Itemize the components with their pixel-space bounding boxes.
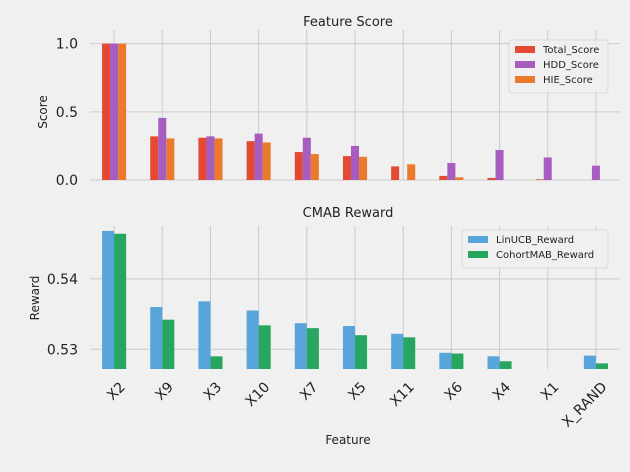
x-tick-label-x3: X3 bbox=[201, 379, 225, 403]
bar-cohortmab-reward-x11 bbox=[403, 337, 416, 369]
bar-hdd-score-x5 bbox=[350, 145, 360, 180]
bar-hie-score-x7 bbox=[310, 154, 319, 180]
x-tick-label-x5: X5 bbox=[345, 379, 369, 403]
feature-score-legend: Total_Score HDD_Score HIE_Score bbox=[508, 39, 609, 94]
bar-hdd-score-x4 bbox=[495, 150, 504, 180]
x-tick-label-x6: X6 bbox=[442, 379, 466, 403]
bar-linucb-reward-x2 bbox=[102, 230, 115, 369]
legend-label-hdd-score: HDD_Score bbox=[543, 60, 599, 71]
bar-linucb-reward-x-rand bbox=[583, 355, 596, 369]
bar-cohortmab-reward-x5 bbox=[355, 335, 368, 369]
bar-linucb-reward-x10 bbox=[246, 310, 259, 369]
bar-linucb-reward-x7 bbox=[294, 323, 307, 369]
bar-hdd-score-x9 bbox=[158, 117, 167, 180]
cmab-reward-legend: LinUCB_Reward CohortMAB_Reward bbox=[461, 229, 609, 269]
cmab-reward-chart: CMAB Reward 0.530.54 X2 X9 X3 X10 X7 X5 X11 X6 X… bbox=[28, 206, 620, 447]
cmab-reward-title: CMAB Reward bbox=[303, 206, 394, 221]
bar-hie-score-x10 bbox=[262, 142, 271, 180]
x-tick-label-x11: X11 bbox=[387, 379, 418, 410]
bar-total-score-x3 bbox=[198, 137, 207, 180]
cmab-reward-bars bbox=[102, 230, 608, 369]
legend-box bbox=[461, 229, 609, 269]
bar-hie-score-x6 bbox=[455, 177, 464, 180]
bar-cohortmab-reward-x4 bbox=[499, 361, 512, 369]
x-tick-label-x1: X1 bbox=[538, 379, 562, 403]
legend-swatch-hdd-score bbox=[515, 61, 535, 68]
bar-linucb-reward-x9 bbox=[150, 307, 163, 369]
y-tick-label: 0.53 bbox=[47, 342, 78, 358]
x-tick-label-x7: X7 bbox=[297, 379, 321, 403]
legend-label-hie-score: HIE_Score bbox=[543, 75, 593, 86]
bar-linucb-reward-x4 bbox=[487, 356, 500, 369]
feature-score-y-ticks: 0.0 0.5 1.0 bbox=[56, 37, 78, 189]
bar-hie-score-x9 bbox=[166, 138, 175, 180]
bar-hie-score-x3 bbox=[214, 138, 223, 180]
bar-cohortmab-reward-x3 bbox=[210, 356, 223, 369]
bar-hdd-score-x2 bbox=[110, 43, 119, 180]
bar-hdd-score-x6 bbox=[447, 162, 456, 180]
bar-total-score-x2 bbox=[102, 43, 111, 180]
bar-total-score-x1 bbox=[535, 179, 544, 180]
x-tick-label-x4: X4 bbox=[490, 379, 514, 403]
feature-score-bars bbox=[102, 43, 600, 180]
bar-linucb-reward-x6 bbox=[439, 352, 452, 369]
bar-hdd-score-x1 bbox=[543, 157, 552, 180]
x-tick-label-x2: X2 bbox=[104, 379, 128, 403]
legend-swatch-cohortmab-reward bbox=[468, 251, 488, 258]
bar-hdd-score-x10 bbox=[254, 133, 263, 180]
bar-cohortmab-reward-x7 bbox=[306, 328, 319, 369]
x-tick-label-x9: X9 bbox=[152, 379, 176, 403]
cmab-reward-y-label: Reward bbox=[28, 276, 42, 321]
bar-hie-score-x5 bbox=[359, 156, 368, 180]
cmab-reward-y-ticks: 0.53 0.54 bbox=[47, 272, 78, 358]
legend-label-cohortmab-reward: CohortMAB_Reward bbox=[496, 250, 594, 261]
bar-total-score-x6 bbox=[439, 175, 448, 180]
bar-cohortmab-reward-x-rand bbox=[595, 363, 608, 369]
bar-hdd-score-x3 bbox=[206, 136, 215, 180]
bar-hie-score-x2 bbox=[118, 43, 127, 180]
bar-cohortmab-reward-x2 bbox=[114, 233, 127, 369]
x-tick-label-x-rand: X_RAND bbox=[559, 379, 610, 430]
bar-total-score-x7 bbox=[294, 152, 303, 180]
y-tick-label: 0.54 bbox=[47, 272, 78, 288]
bar-total-score-x4 bbox=[487, 177, 496, 180]
cmab-reward-x-label: Feature bbox=[325, 433, 370, 447]
bar-linucb-reward-x11 bbox=[391, 333, 404, 369]
bar-hdd-score-x7 bbox=[302, 137, 311, 180]
feature-score-y-label: Score bbox=[36, 95, 50, 129]
y-tick-label: 0.5 bbox=[56, 105, 78, 121]
bar-total-score-x10 bbox=[246, 141, 255, 180]
y-tick-label: 1.0 bbox=[56, 37, 78, 53]
cmab-reward-x-ticks: X2 X9 X3 X10 X7 X5 X11 X6 X4 X1X_RAND bbox=[104, 379, 610, 430]
bar-linucb-reward-x3 bbox=[198, 301, 211, 369]
bar-total-score-x11 bbox=[391, 166, 400, 180]
legend-swatch-hie-score bbox=[515, 76, 535, 83]
legend-swatch-linucb-reward bbox=[468, 236, 488, 243]
legend-label-linucb-reward: LinUCB_Reward bbox=[496, 235, 574, 246]
feature-score-chart: Feature Score 0.0 0.5 1.0 Score Total_Scor… bbox=[36, 15, 620, 189]
bar-total-score-x9 bbox=[150, 136, 159, 180]
bar-cohortmab-reward-x9 bbox=[162, 319, 175, 369]
legend-swatch-total-score bbox=[515, 46, 535, 53]
feature-score-title: Feature Score bbox=[303, 15, 393, 30]
bar-linucb-reward-x5 bbox=[342, 326, 355, 369]
y-tick-label: 0.0 bbox=[56, 173, 78, 189]
x-tick-label-x10: X10 bbox=[243, 379, 274, 410]
bar-hdd-score-x-rand bbox=[591, 165, 600, 180]
legend-label-total-score: Total_Score bbox=[542, 45, 599, 56]
bar-cohortmab-reward-x6 bbox=[451, 353, 464, 369]
bar-total-score-x5 bbox=[342, 156, 351, 180]
bar-cohortmab-reward-x10 bbox=[258, 325, 271, 369]
bar-hie-score-x11 bbox=[407, 164, 416, 180]
